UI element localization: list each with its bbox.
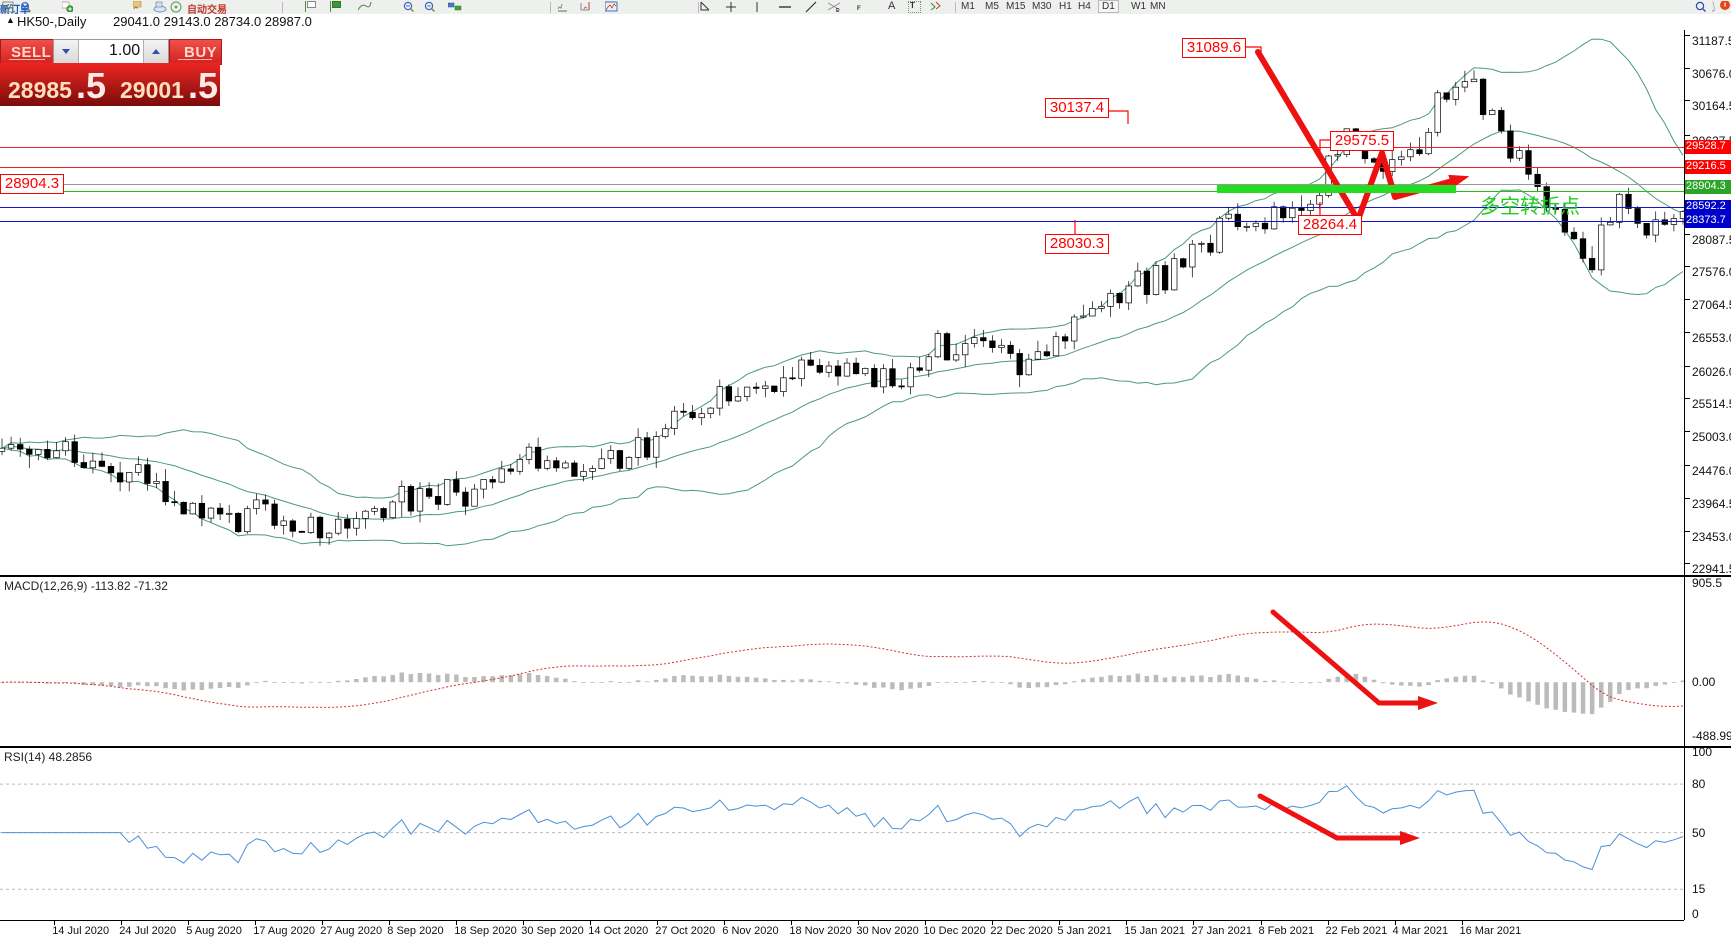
svg-text:F: F — [857, 6, 861, 12]
svg-text:E: E — [836, 8, 840, 13]
